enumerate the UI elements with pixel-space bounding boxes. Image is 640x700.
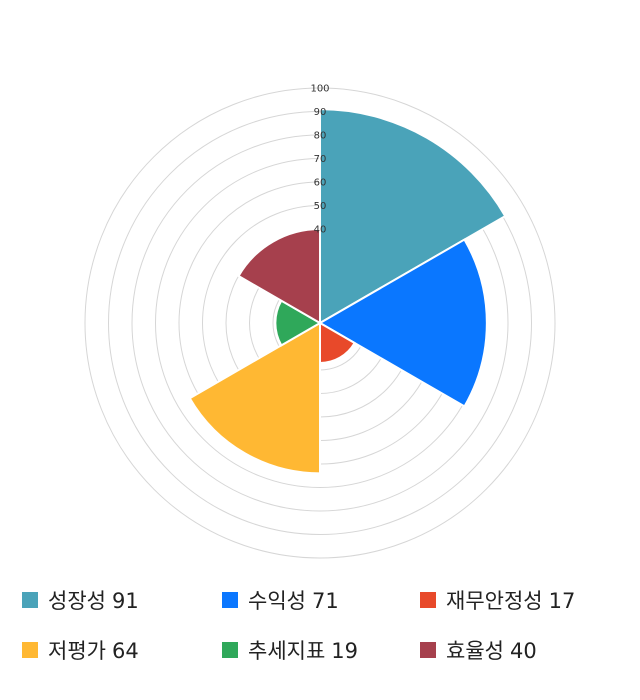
legend-label-4: 추세지표 xyxy=(248,639,326,663)
slice-1[interactable] xyxy=(317,238,488,408)
legend-value-2: 17 xyxy=(548,589,576,613)
legend-label-5: 효율성 xyxy=(446,639,504,663)
legend-swatch-2 xyxy=(420,592,436,608)
legend: 성장성 91 수익성 71 재무안정성 17 저평가 64 추세지표 19 효율성 40 xyxy=(0,580,640,690)
radial-tick-label: 60 xyxy=(314,178,327,189)
legend-swatch-1 xyxy=(222,592,238,608)
radial-tick-label: 40 xyxy=(314,225,327,236)
radial-tick-label: 70 xyxy=(314,154,327,165)
legend-value-1: 71 xyxy=(311,589,339,613)
legend-label-0: 성장성 xyxy=(48,589,106,613)
legend-item-5[interactable]: 효율성 40 xyxy=(420,636,537,664)
legend-item-4[interactable]: 추세지표 19 xyxy=(222,636,358,664)
radial-tick-label: 80 xyxy=(314,131,327,142)
legend-swatch-0 xyxy=(22,592,38,608)
grid-ring xyxy=(84,87,556,559)
legend-swatch-5 xyxy=(420,642,436,658)
legend-label-2: 재무안정성 xyxy=(446,589,543,613)
legend-swatch-4 xyxy=(222,642,238,658)
legend-item-0[interactable]: 성장성 91 xyxy=(22,586,139,614)
legend-item-2[interactable]: 재무안정성 17 xyxy=(420,586,575,614)
legend-item-3[interactable]: 저평가 64 xyxy=(22,636,139,664)
chart-slices xyxy=(188,108,507,475)
polar-area-chart: 100 90 80 70 60 50 40 xyxy=(84,84,556,559)
legend-swatch-3 xyxy=(22,642,38,658)
legend-value-3: 64 xyxy=(111,639,139,663)
legend-label-3: 저평가 xyxy=(48,639,106,663)
legend-label-1: 수익성 xyxy=(248,589,306,613)
radial-tick-labels: 100 90 80 70 60 50 40 xyxy=(310,84,329,236)
slice-3[interactable] xyxy=(188,321,321,475)
legend-value-4: 19 xyxy=(331,639,359,663)
legend-item-1[interactable]: 수익성 71 xyxy=(222,586,339,614)
slice-0[interactable] xyxy=(319,108,507,325)
radial-tick-label: 90 xyxy=(314,107,327,118)
radial-tick-label: 100 xyxy=(310,84,329,95)
radial-tick-label: 50 xyxy=(314,201,327,212)
legend-value-0: 91 xyxy=(111,589,139,613)
legend-value-5: 40 xyxy=(509,639,537,663)
slice-5[interactable] xyxy=(237,227,321,325)
